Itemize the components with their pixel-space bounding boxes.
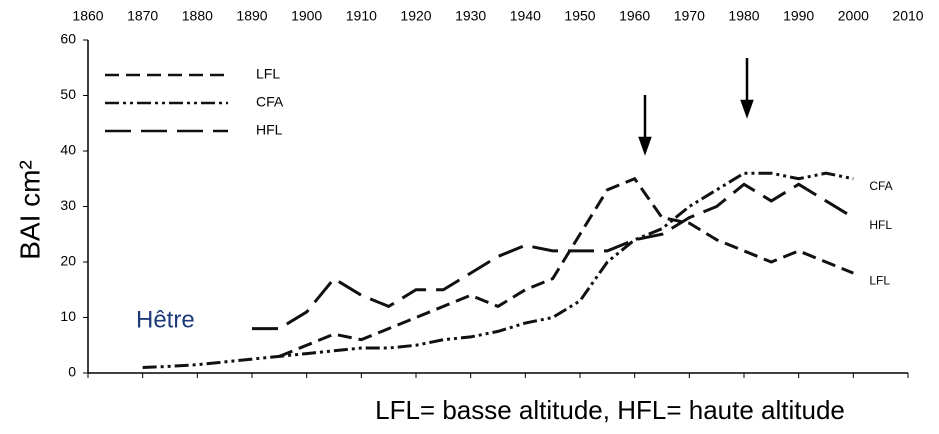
end-label: LFL [869, 273, 890, 287]
annotation: Hêtre [136, 306, 195, 333]
x-tick-label: 1930 [455, 8, 486, 24]
y-tick-label: 20 [60, 253, 76, 269]
y-tick-label: 30 [60, 197, 76, 213]
x-tick-label: 1890 [236, 8, 267, 24]
x-tick-label: 1990 [783, 8, 814, 24]
end-label: CFA [869, 179, 892, 193]
legend-label: CFA [256, 94, 284, 110]
legend-label: LFL [256, 66, 280, 82]
end-label: HFL [869, 218, 892, 232]
x-tick-label: 1910 [346, 8, 377, 24]
series-line [278, 176, 854, 358]
y-tick-label: 40 [60, 142, 76, 158]
x-tick-label: 2010 [892, 8, 923, 24]
x-tick-label: 1880 [182, 8, 213, 24]
arrow-head [638, 136, 652, 156]
x-tick-label: 1870 [127, 8, 158, 24]
x-tick-label: 1950 [564, 8, 595, 24]
y-axis-label: BAI cm² [14, 160, 45, 260]
x-tick-label: 1900 [291, 8, 322, 24]
x-tick-label: 1960 [619, 8, 650, 24]
y-tick-label: 10 [60, 308, 76, 324]
series-line [142, 171, 854, 369]
arrows [638, 58, 754, 156]
series-line [252, 182, 855, 331]
x-tick-label: 1940 [510, 8, 541, 24]
legend-label: HFL [256, 122, 283, 138]
x-tick-label: 1980 [728, 8, 759, 24]
y-tick-label: 50 [60, 86, 76, 102]
x-tick-label: 1920 [400, 8, 431, 24]
y-tick-label: 0 [68, 364, 76, 380]
x-tick-label: 1860 [72, 8, 103, 24]
x-tick-label: 1970 [674, 8, 705, 24]
arrow-head [740, 99, 754, 119]
y-tick-label: 60 [60, 31, 76, 47]
x-tick-label: 2000 [838, 8, 869, 24]
caption: LFL= basse altitude, HFL= haute altitude [375, 395, 845, 425]
